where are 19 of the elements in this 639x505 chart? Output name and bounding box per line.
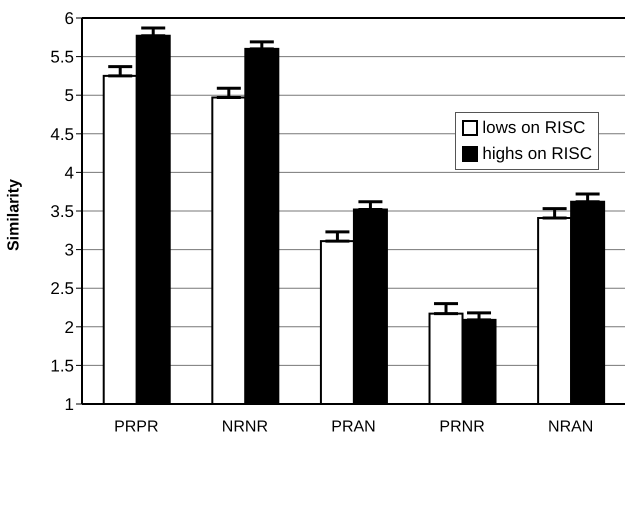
y-tick-label: 2 (64, 318, 74, 337)
x-tick-label: PRAN (331, 418, 376, 436)
y-tick-label: 4 (64, 163, 74, 182)
x-tick-label: PRNR (439, 418, 485, 436)
y-tick-label: 2.5 (50, 279, 74, 298)
y-tick-label: 5.5 (50, 48, 74, 67)
legend-label: lows on RISC (482, 117, 586, 139)
y-tick-label: 1.5 (50, 356, 74, 376)
legend-label: highs on RISC (482, 143, 592, 165)
y-tick-label: 3.5 (50, 202, 74, 222)
y-tick-label: 3 (64, 240, 74, 260)
y-tick-label: 1 (64, 395, 74, 414)
x-tick-label: NRAN (548, 418, 594, 436)
x-tick-label: NRNR (222, 418, 268, 436)
y-tick-label: 6 (64, 9, 74, 28)
y-axis-title: Similarity (6, 178, 23, 251)
y-tick-label: 5 (64, 86, 74, 106)
y-tick-label: 4.5 (50, 124, 74, 144)
x-tick-label: PRPR (114, 418, 159, 436)
